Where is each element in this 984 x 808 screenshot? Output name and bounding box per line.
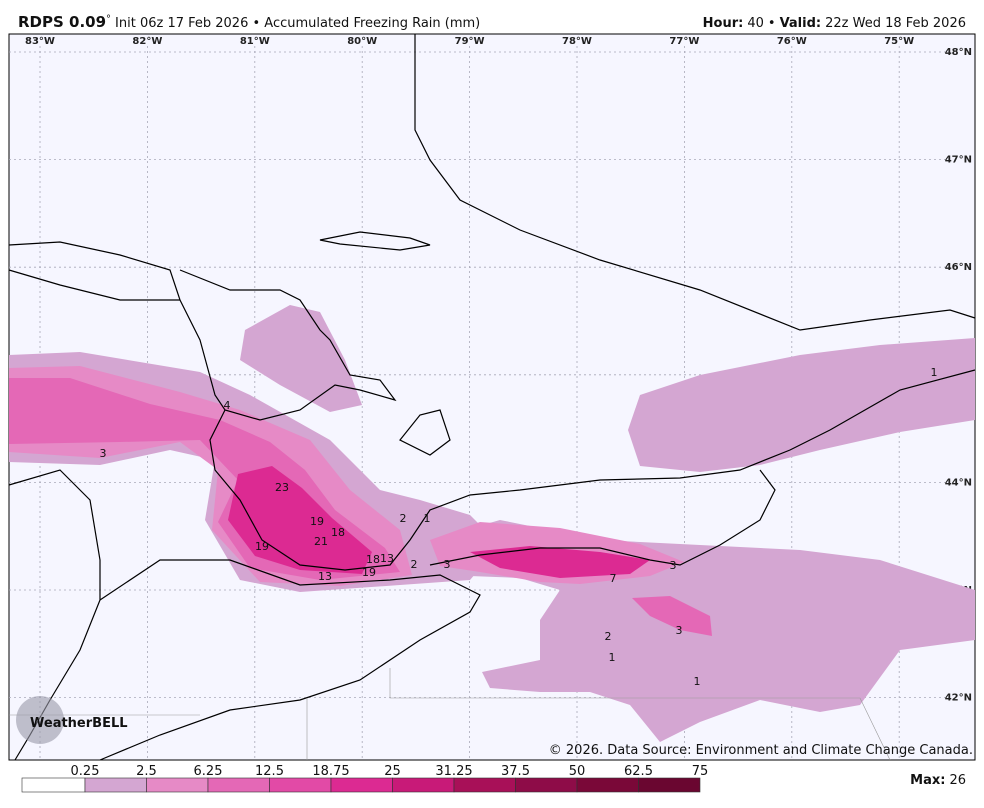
point-label: 4 bbox=[224, 399, 231, 412]
lon-label: 82°W bbox=[132, 36, 162, 47]
point-label: 2 bbox=[411, 558, 418, 571]
point-label: 2 bbox=[400, 512, 407, 525]
colorbar-label: 50 bbox=[569, 764, 586, 779]
lon-label: 80°W bbox=[347, 36, 377, 47]
point-label: 1 bbox=[931, 366, 938, 379]
header-left: RDPS 0.09° Init 06z 17 Feb 2026 • Accumul… bbox=[18, 13, 480, 31]
point-label: 19 bbox=[255, 540, 269, 553]
degree: ° bbox=[106, 14, 111, 25]
lon-label: 83°W bbox=[25, 36, 55, 47]
colorbar-swatch bbox=[207, 777, 270, 793]
precip bbox=[9, 305, 975, 742]
colorbar-swatch bbox=[146, 777, 209, 793]
point-label: 1 bbox=[424, 512, 431, 525]
colorbar-swatch bbox=[576, 777, 639, 793]
colorbar-swatch bbox=[515, 777, 578, 793]
point-label: 3 bbox=[444, 558, 451, 571]
valid-label: Valid: bbox=[780, 16, 822, 31]
colorbar-label: 75 bbox=[692, 764, 709, 779]
max: Max: 26 bbox=[910, 773, 966, 788]
colorbar-swatch bbox=[269, 777, 332, 793]
copyright: © 2026. Data Source: Environment and Cli… bbox=[549, 743, 973, 758]
colorbar-swatch bbox=[330, 777, 393, 793]
map: 83°W 82°W 81°W 80°W 79°W 78°W 77°W 76°W 75°W 48°N… bbox=[8, 33, 976, 761]
max-value: 26 bbox=[949, 773, 966, 788]
colorbar-label: 6.25 bbox=[194, 764, 223, 779]
hour-label: Hour: bbox=[703, 16, 744, 31]
point-label: 1 bbox=[694, 675, 701, 688]
colorbar-label: 37.5 bbox=[501, 764, 530, 779]
logo-mark bbox=[16, 696, 64, 744]
point-label: 13 bbox=[380, 552, 394, 565]
colorbar-label: 31.25 bbox=[435, 764, 472, 779]
point-label: 21 bbox=[314, 535, 328, 548]
max-label: Max: bbox=[910, 773, 945, 788]
logo: WeatherBELL bbox=[30, 716, 128, 731]
lon-label: 79°W bbox=[455, 36, 485, 47]
colorbar: 0.25 2.5 6.25 12.5 18.75 25 31.25 37.5 50 62.5 75 bbox=[21, 764, 709, 793]
lat-label: 48°N bbox=[945, 47, 972, 58]
hour: 40 bbox=[747, 16, 764, 31]
point-label: 18 bbox=[331, 526, 345, 539]
sep: • bbox=[768, 16, 776, 31]
colorbar-swatch bbox=[453, 777, 516, 793]
point-label: 19 bbox=[310, 515, 324, 528]
lon-label: 81°W bbox=[240, 36, 270, 47]
lon-label: 77°W bbox=[669, 36, 699, 47]
lat-label: 47°N bbox=[945, 155, 972, 166]
lon-label: 76°W bbox=[777, 36, 807, 47]
point-label: 23 bbox=[275, 481, 289, 494]
point-label: 13 bbox=[318, 570, 332, 583]
header-right: Hour: 40 • Valid: 22z Wed 18 Feb 2026 bbox=[703, 16, 966, 31]
lat-label: 44°N bbox=[945, 477, 972, 488]
point-label: 18 bbox=[366, 553, 380, 566]
model: RDPS 0.09 bbox=[18, 13, 106, 31]
colorbar-swatch bbox=[21, 777, 86, 793]
lat-label: 42°N bbox=[945, 693, 972, 704]
lon-label: 75°W bbox=[884, 36, 914, 47]
lat-label: 46°N bbox=[945, 262, 972, 273]
point-label: 3 bbox=[100, 447, 107, 460]
lon-label: 78°W bbox=[562, 36, 592, 47]
colorbar-label: 18.75 bbox=[312, 764, 349, 779]
point-label: 3 bbox=[670, 559, 677, 572]
colorbar-swatch bbox=[638, 777, 701, 793]
colorbar-swatch bbox=[392, 777, 455, 793]
colorbar-label: 2.5 bbox=[136, 764, 157, 779]
colorbar-swatch bbox=[84, 777, 147, 793]
point-label: 7 bbox=[610, 572, 617, 585]
point-label: 19 bbox=[362, 566, 376, 579]
point-label: 3 bbox=[676, 624, 683, 637]
info: Init 06z 17 Feb 2026 • Accumulated Freez… bbox=[115, 16, 480, 31]
colorbar-label: 0.25 bbox=[71, 764, 100, 779]
point-label: 2 bbox=[605, 630, 612, 643]
colorbar-label: 62.5 bbox=[624, 764, 653, 779]
valid: 22z Wed 18 Feb 2026 bbox=[825, 16, 966, 31]
coastlines bbox=[8, 34, 976, 761]
point-label: 1 bbox=[609, 651, 616, 664]
colorbar-label: 12.5 bbox=[255, 764, 284, 779]
colorbar-label: 25 bbox=[384, 764, 401, 779]
